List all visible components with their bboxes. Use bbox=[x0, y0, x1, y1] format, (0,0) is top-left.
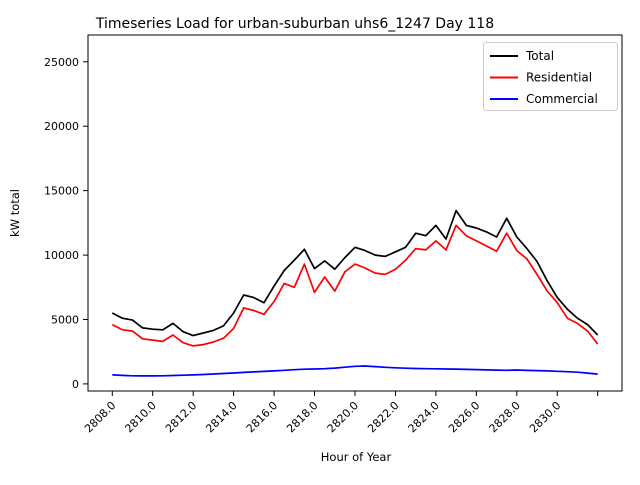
total-line bbox=[111, 209, 599, 337]
x-tick-label: 2826.0 bbox=[446, 399, 482, 435]
chart-title: Timeseries Load for urban-suburban uhs6_… bbox=[95, 16, 494, 32]
x-tick-label: 2828.0 bbox=[487, 399, 523, 435]
x-tick-label: 2814.0 bbox=[203, 399, 239, 435]
y-tick-label: 0 bbox=[72, 378, 79, 391]
legend-box bbox=[483, 42, 618, 111]
y-axis: 0 5000 10000 15000 20000 25000 bbox=[44, 56, 88, 391]
y-tick-label: 5000 bbox=[51, 314, 79, 327]
x-axis: 2808.0 2810.0 2812.0 2814.0 2816.0 2818.0 2820… bbox=[82, 391, 599, 435]
x-tick-label: 2822.0 bbox=[365, 399, 401, 435]
y-tick-label: 20000 bbox=[44, 120, 79, 133]
residential-line bbox=[111, 224, 599, 347]
x-tick-label: 2818.0 bbox=[284, 399, 320, 435]
series-lines bbox=[111, 209, 599, 377]
commercial-line bbox=[112, 365, 598, 377]
legend: Total Residential Commercial bbox=[483, 42, 618, 111]
x-tick-label: 2810.0 bbox=[122, 399, 158, 435]
legend-label-total: Total bbox=[525, 49, 554, 63]
x-tick-label: 2812.0 bbox=[163, 399, 199, 435]
y-axis-label: kW total bbox=[8, 189, 22, 237]
x-axis-label: Hour of Year bbox=[321, 450, 392, 464]
x-tick-label: 2816.0 bbox=[244, 399, 280, 435]
legend-label-commercial: Commercial bbox=[526, 92, 598, 106]
x-tick-label: 2830.0 bbox=[527, 399, 563, 435]
legend-label-residential: Residential bbox=[526, 71, 592, 85]
x-tick-label: 2824.0 bbox=[406, 399, 442, 435]
y-tick-label: 10000 bbox=[44, 249, 79, 262]
y-tick-label: 25000 bbox=[44, 56, 79, 69]
y-tick-label: 15000 bbox=[44, 185, 79, 198]
x-tick-label: 2820.0 bbox=[325, 399, 361, 435]
x-tick-label: 2808.0 bbox=[82, 399, 118, 435]
